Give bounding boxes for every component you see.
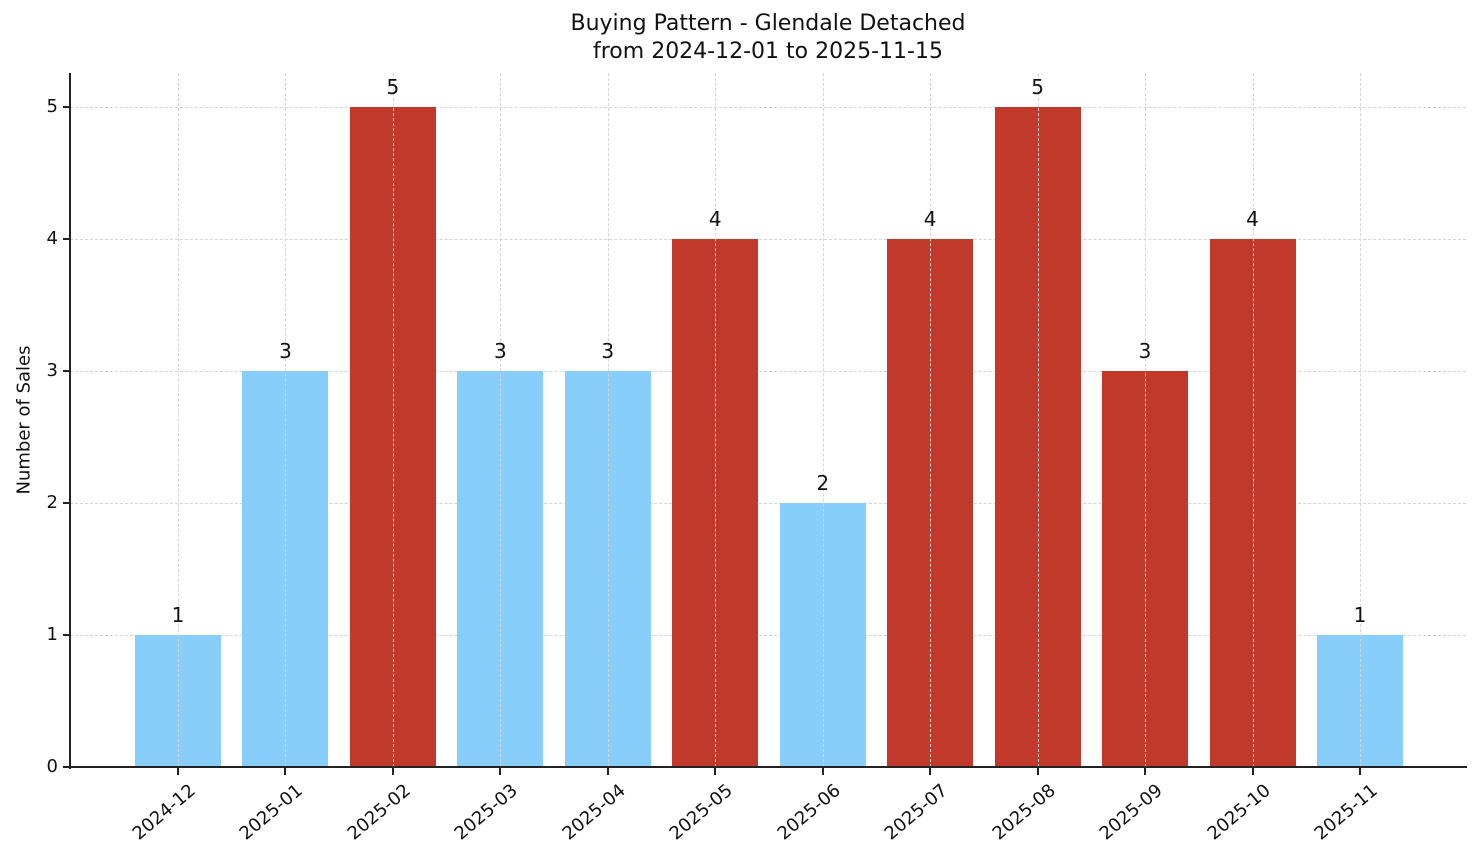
h-gridline xyxy=(70,503,1466,504)
x-tick-label: 2025-11 xyxy=(1310,780,1382,845)
bar-value-label: 5 xyxy=(386,75,400,99)
bar-value-label: 3 xyxy=(1138,339,1152,363)
bar-value-label: 1 xyxy=(1353,603,1367,627)
y-tick-label: 1 xyxy=(46,624,58,645)
x-tick-label: 2025-02 xyxy=(343,780,415,845)
x-tick-label: 2025-10 xyxy=(1203,780,1275,845)
x-tick-label: 2024-12 xyxy=(128,780,200,845)
bar-value-label: 5 xyxy=(1031,75,1044,99)
y-axis-line xyxy=(69,73,71,769)
y-tick-label: 2 xyxy=(46,492,58,513)
x-tick-mark xyxy=(1036,768,1039,775)
y-tick-mark xyxy=(63,766,69,768)
y-tick-mark xyxy=(63,370,69,372)
x-tick-mark xyxy=(1251,768,1254,775)
y-tick-label: 0 xyxy=(46,756,58,777)
bar-value-label: 3 xyxy=(279,339,292,363)
x-tick-label: 2025-03 xyxy=(450,780,523,845)
v-gridline xyxy=(392,73,394,767)
chart-subtitle: from 2024-12-01 to 2025-11-15 xyxy=(593,39,943,64)
v-gridline xyxy=(822,73,824,767)
v-gridline xyxy=(285,73,287,767)
bar-value-label: 4 xyxy=(1246,207,1259,231)
y-tick-label: 4 xyxy=(46,228,58,249)
v-gridline xyxy=(500,73,502,767)
chart-title-main: Buying Pattern - Glendale Detached xyxy=(570,11,966,36)
v-gridline xyxy=(1359,73,1361,767)
h-gridline xyxy=(70,371,1466,372)
bar-value-label: 2 xyxy=(816,471,830,495)
x-tick-mark xyxy=(821,768,824,775)
v-gridline xyxy=(1145,73,1147,767)
bar-value-label: 4 xyxy=(923,207,937,231)
x-tick-mark xyxy=(929,768,932,775)
h-gridline xyxy=(70,239,1466,240)
x-tick-label: 2025-09 xyxy=(1095,780,1167,845)
chart-title: Buying Pattern - Glendale Detached from … xyxy=(0,10,1481,66)
x-tick-label: 2025-01 xyxy=(236,780,308,845)
x-tick-mark xyxy=(499,768,502,775)
y-tick-label: 3 xyxy=(46,360,58,381)
x-tick-mark xyxy=(177,768,179,775)
x-tick-label: 2025-04 xyxy=(558,780,630,845)
h-gridline xyxy=(70,635,1466,636)
x-tick-mark xyxy=(714,768,717,775)
v-gridline xyxy=(178,73,179,767)
x-tick-mark xyxy=(391,768,394,775)
x-tick-mark xyxy=(284,768,287,775)
x-tick-mark xyxy=(1144,768,1147,775)
x-tick-label: 2025-07 xyxy=(880,780,952,845)
x-tick-label: 2025-06 xyxy=(773,780,845,845)
v-gridline xyxy=(1037,73,1039,767)
x-tick-label: 2025-08 xyxy=(988,780,1060,845)
y-tick-label: 5 xyxy=(46,96,58,117)
x-tick-mark xyxy=(606,768,609,775)
y-tick-mark xyxy=(63,106,69,108)
v-gridline xyxy=(715,73,717,767)
v-gridline xyxy=(1252,73,1254,767)
bar-value-label: 4 xyxy=(708,207,722,231)
bar-value-label: 3 xyxy=(601,339,615,363)
y-tick-mark xyxy=(63,238,69,240)
x-axis-line xyxy=(69,766,1467,768)
x-tick-label: 2025-05 xyxy=(665,780,737,845)
x-tick-mark xyxy=(1358,768,1361,775)
bar-value-label: 1 xyxy=(171,603,185,627)
v-gridline xyxy=(607,73,609,767)
h-gridline xyxy=(70,107,1466,108)
bar-value-label: 3 xyxy=(493,339,507,363)
y-tick-mark xyxy=(63,502,69,504)
plot-area: 1 3 5 3 3 4 2 4 5 3 4 1 xyxy=(70,73,1466,767)
y-tick-mark xyxy=(63,634,69,636)
v-gridline xyxy=(930,73,932,767)
